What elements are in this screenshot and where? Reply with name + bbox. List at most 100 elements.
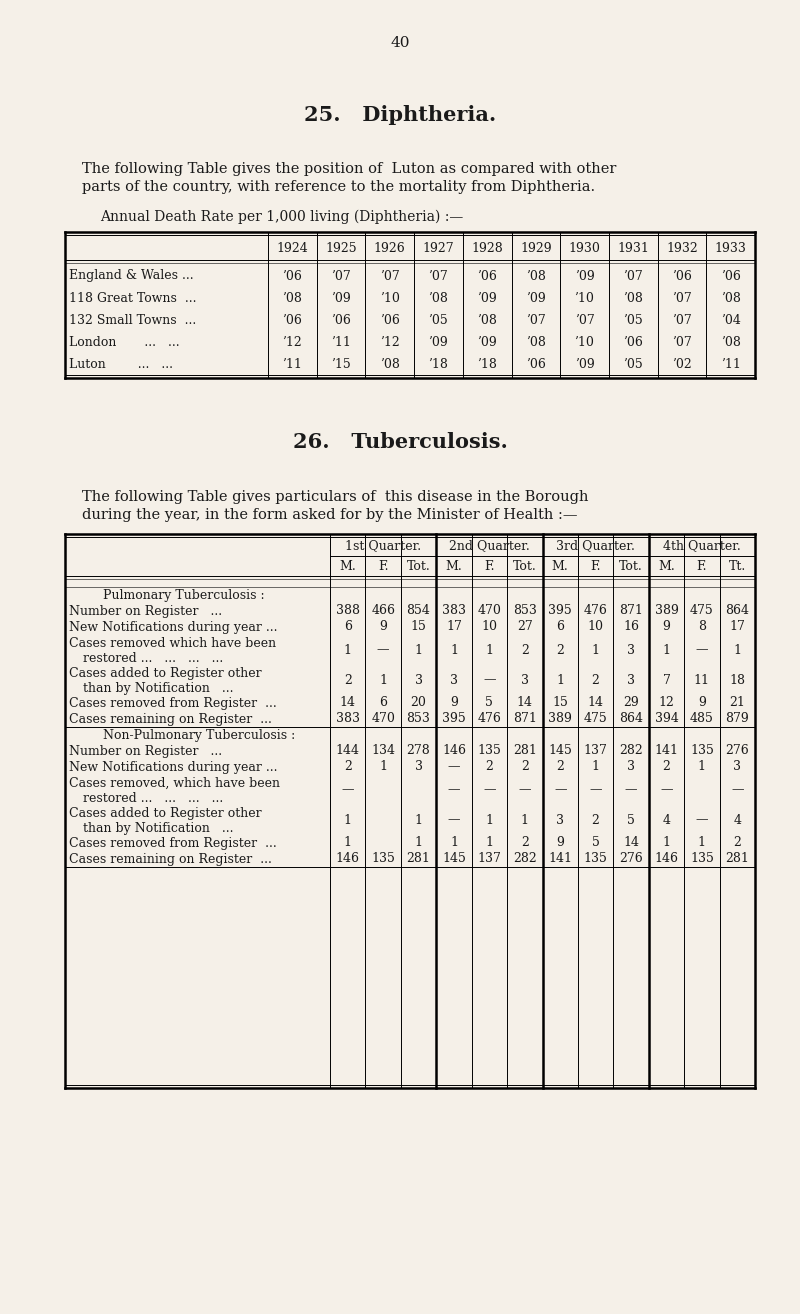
Text: Annual Death Rate per 1,000 living (Diphtheria) :—: Annual Death Rate per 1,000 living (Diph… — [100, 210, 463, 225]
Text: 6: 6 — [556, 620, 564, 633]
Text: Cases removed, which have been: Cases removed, which have been — [69, 777, 280, 790]
Text: —: — — [448, 761, 460, 774]
Text: than by Notification   ...: than by Notification ... — [83, 682, 234, 695]
Text: Pulmonary Tuberculosis :: Pulmonary Tuberculosis : — [103, 589, 265, 602]
Text: ’08: ’08 — [282, 292, 302, 305]
Text: 15: 15 — [552, 696, 568, 710]
Text: 3: 3 — [521, 674, 529, 686]
Text: 6: 6 — [379, 696, 387, 710]
Text: ’05: ’05 — [623, 314, 643, 326]
Text: during the year, in the form asked for by the Minister of Health :—: during the year, in the form asked for b… — [82, 509, 578, 522]
Text: 475: 475 — [690, 604, 714, 618]
Text: 25.   Diphtheria.: 25. Diphtheria. — [304, 105, 496, 125]
Text: 2: 2 — [592, 813, 599, 827]
Text: 2nd Quarter.: 2nd Quarter. — [449, 540, 530, 552]
Text: restored ...   ...   ...   ...: restored ... ... ... ... — [83, 792, 223, 805]
Text: 1926: 1926 — [374, 242, 406, 255]
Text: 470: 470 — [478, 604, 502, 618]
Text: 1925: 1925 — [326, 242, 357, 255]
Text: 1: 1 — [556, 674, 564, 686]
Text: Non-Pulmonary Tuberculosis :: Non-Pulmonary Tuberculosis : — [103, 728, 295, 741]
Text: 1932: 1932 — [666, 242, 698, 255]
Text: 854: 854 — [406, 604, 430, 618]
Text: —: — — [590, 783, 602, 796]
Text: 466: 466 — [371, 604, 395, 618]
Text: Cases remaining on Register  ...: Cases remaining on Register ... — [69, 712, 272, 725]
Text: —: — — [696, 813, 708, 827]
Text: ’11: ’11 — [331, 335, 351, 348]
Text: 141: 141 — [654, 745, 678, 757]
Text: 1930: 1930 — [569, 242, 601, 255]
Text: ’08: ’08 — [526, 269, 546, 283]
Text: 137: 137 — [478, 853, 502, 866]
Text: Cases remaining on Register  ...: Cases remaining on Register ... — [69, 853, 272, 866]
Text: 389: 389 — [654, 604, 678, 618]
Text: 145: 145 — [548, 745, 572, 757]
Text: M.: M. — [552, 561, 569, 573]
Text: 15: 15 — [410, 620, 426, 633]
Text: 1: 1 — [414, 813, 422, 827]
Text: 146: 146 — [654, 853, 678, 866]
Text: ’07: ’07 — [672, 292, 692, 305]
Text: The following Table gives particulars of  this disease in the Borough: The following Table gives particulars of… — [82, 490, 589, 505]
Text: 1: 1 — [734, 644, 742, 657]
Text: 282: 282 — [619, 745, 643, 757]
Text: 389: 389 — [548, 712, 572, 725]
Text: 853: 853 — [406, 712, 430, 725]
Text: 879: 879 — [726, 712, 749, 725]
Text: 3: 3 — [556, 813, 564, 827]
Text: 475: 475 — [584, 712, 607, 725]
Text: 1: 1 — [698, 837, 706, 849]
Text: 26.   Tuberculosis.: 26. Tuberculosis. — [293, 432, 507, 452]
Text: 14: 14 — [340, 696, 356, 710]
Text: 2: 2 — [486, 761, 494, 774]
Text: F.: F. — [484, 561, 494, 573]
Text: 135: 135 — [584, 853, 607, 866]
Text: 146: 146 — [442, 745, 466, 757]
Text: 135: 135 — [478, 745, 502, 757]
Text: 853: 853 — [513, 604, 537, 618]
Text: 144: 144 — [336, 745, 360, 757]
Text: —: — — [448, 813, 460, 827]
Text: restored ...   ...   ...   ...: restored ... ... ... ... — [83, 652, 223, 665]
Text: —: — — [448, 783, 460, 796]
Text: 1931: 1931 — [618, 242, 649, 255]
Text: 485: 485 — [690, 712, 714, 725]
Text: 11: 11 — [694, 674, 710, 686]
Text: 864: 864 — [726, 604, 750, 618]
Text: Luton        ...   ...: Luton ... ... — [69, 357, 173, 371]
Text: 21: 21 — [730, 696, 746, 710]
Text: ’11: ’11 — [282, 357, 302, 371]
Text: ’02: ’02 — [672, 357, 692, 371]
Text: 18: 18 — [730, 674, 746, 686]
Text: 10: 10 — [588, 620, 604, 633]
Text: Cases removed from Register  ...: Cases removed from Register ... — [69, 696, 277, 710]
Text: 281: 281 — [513, 745, 537, 757]
Text: 1927: 1927 — [422, 242, 454, 255]
Text: ’09: ’09 — [478, 335, 497, 348]
Text: parts of the country, with reference to the mortality from Diphtheria.: parts of the country, with reference to … — [82, 180, 595, 194]
Text: ’18: ’18 — [429, 357, 448, 371]
Text: 383: 383 — [442, 604, 466, 618]
Text: ’07: ’07 — [574, 314, 594, 326]
Text: 470: 470 — [371, 712, 395, 725]
Text: 476: 476 — [478, 712, 502, 725]
Text: 7: 7 — [662, 674, 670, 686]
Text: —: — — [483, 783, 496, 796]
Text: 3: 3 — [627, 644, 635, 657]
Text: —: — — [660, 783, 673, 796]
Text: 281: 281 — [406, 853, 430, 866]
Text: 1928: 1928 — [471, 242, 503, 255]
Text: ’06: ’06 — [721, 269, 741, 283]
Text: ’08: ’08 — [721, 335, 741, 348]
Text: —: — — [342, 783, 354, 796]
Text: —: — — [554, 783, 566, 796]
Text: 3: 3 — [734, 761, 742, 774]
Text: 2: 2 — [734, 837, 742, 849]
Text: ’09: ’09 — [331, 292, 351, 305]
Text: 281: 281 — [726, 853, 750, 866]
Text: ’10: ’10 — [574, 292, 594, 305]
Text: 4: 4 — [734, 813, 742, 827]
Text: 14: 14 — [588, 696, 604, 710]
Text: 1: 1 — [379, 674, 387, 686]
